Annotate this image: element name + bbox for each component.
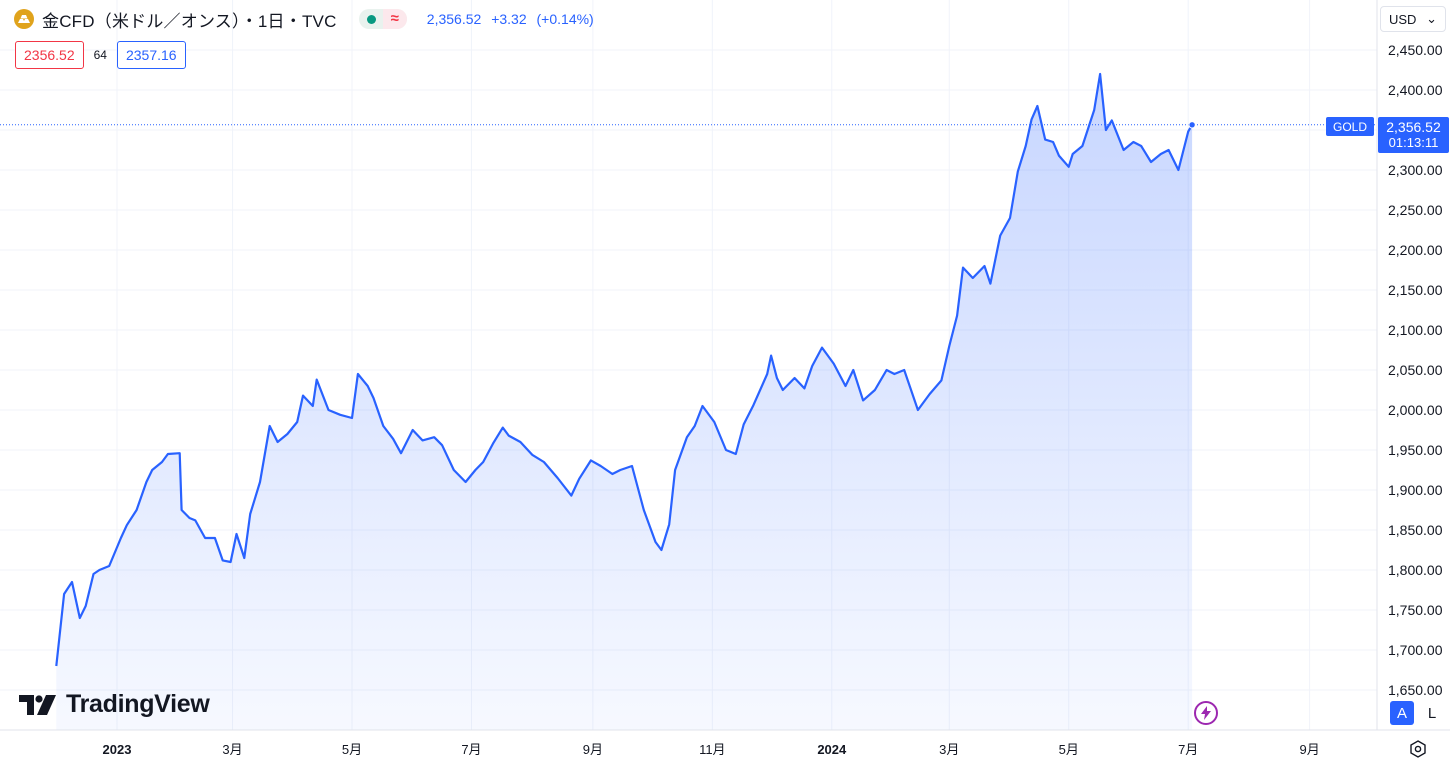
- time-axis[interactable]: 2023 3月 5月 7月 9月 11月 2024 3月 5月 7月 9月: [103, 742, 1320, 757]
- x-tick-label: 9月: [1299, 742, 1319, 757]
- quote-line: 2,356.52 +3.32 (+0.14%): [427, 11, 600, 27]
- currency-value: USD: [1389, 11, 1417, 27]
- y-tick-label: 1,750.00: [1388, 602, 1443, 618]
- x-tick-label: 7月: [1178, 742, 1198, 757]
- y-tick-label: 1,850.00: [1388, 522, 1443, 538]
- x-tick-label: 9月: [583, 742, 603, 757]
- x-tick-label: 7月: [461, 742, 481, 757]
- brand-name: TradingView: [66, 690, 210, 718]
- y-tick-label: 2,000.00: [1388, 402, 1443, 418]
- last-point[interactable]: [1188, 121, 1196, 129]
- x-tick-label: 11月: [699, 742, 726, 757]
- auto-scale-button[interactable]: A: [1390, 701, 1414, 725]
- settings-gear-icon[interactable]: [1407, 738, 1429, 760]
- y-tick-label: 2,200.00: [1388, 242, 1443, 258]
- chevron-down-icon: ⌄: [1426, 11, 1437, 26]
- y-tick-label: 2,050.00: [1388, 362, 1443, 378]
- buy-button[interactable]: 2357.16: [116, 41, 186, 69]
- log-scale-button[interactable]: L: [1427, 704, 1437, 722]
- symbol-price-label: GOLD: [1326, 117, 1374, 136]
- bar-countdown: 01:13:11: [1388, 135, 1439, 150]
- spread-value: 64: [93, 48, 107, 62]
- y-tick-label: 1,650.00: [1388, 682, 1443, 698]
- x-tick-label: 5月: [1059, 742, 1079, 757]
- y-tick-label: 1,900.00: [1388, 482, 1443, 498]
- y-tick-label: 2,100.00: [1388, 322, 1443, 338]
- tradingview-logo-icon: [19, 694, 56, 715]
- series-line[interactable]: [55, 72, 1194, 667]
- y-tick-label: 1,800.00: [1388, 562, 1443, 578]
- market-open-dot-icon: [366, 14, 376, 24]
- currency-select[interactable]: USD ⌄: [1380, 6, 1446, 32]
- y-tick-label: 1,700.00: [1388, 642, 1443, 658]
- trade-buttons: 2356.52 64 2357.16: [15, 41, 186, 69]
- x-tick-label: 3月: [939, 742, 959, 757]
- sell-button[interactable]: 2356.52: [15, 41, 84, 69]
- last-price: 2,356.52: [426, 11, 482, 27]
- tradingview-logo[interactable]: TradingView: [19, 690, 210, 719]
- price-change: +3.32: [491, 11, 527, 27]
- last-price-label: 2,356.52 01:13:11: [1378, 117, 1449, 153]
- chart-header: 金CFD（米ドル／オンス）・1日・TVC ≈ 2,356.52 +3.32 (+…: [14, 7, 600, 31]
- market-status-pill[interactable]: ≈: [358, 9, 407, 29]
- x-tick-label: 5月: [342, 742, 362, 757]
- gold-symbol-icon: [14, 9, 34, 29]
- area-fill: [56, 74, 1193, 730]
- symbol-title[interactable]: 金CFD（米ドル／オンス）・1日・TVC: [42, 11, 337, 31]
- y-tick-label: 2,150.00: [1388, 282, 1443, 298]
- x-tick-label: 3月: [222, 742, 242, 757]
- last-price-label-value: 2,356.52: [1386, 119, 1441, 135]
- price-change-percent: (+0.14%): [536, 11, 594, 27]
- price-axis[interactable]: 1,650.00 1,700.00 1,750.00 1,800.00 1,850.00…: [1388, 42, 1443, 698]
- price-area: [0, 72, 1377, 730]
- y-tick-label: 1,950.00: [1388, 442, 1443, 458]
- lightning-icon[interactable]: [1194, 701, 1218, 725]
- y-tick-label: 2,450.00: [1388, 42, 1443, 58]
- y-tick-label: 2,250.00: [1388, 202, 1443, 218]
- x-tick-label: 2024: [817, 742, 847, 757]
- y-tick-label: 2,300.00: [1388, 162, 1443, 178]
- y-tick-label: 2,400.00: [1388, 82, 1443, 98]
- wave-icon: ≈: [382, 9, 407, 29]
- x-tick-label: 2023: [103, 742, 132, 757]
